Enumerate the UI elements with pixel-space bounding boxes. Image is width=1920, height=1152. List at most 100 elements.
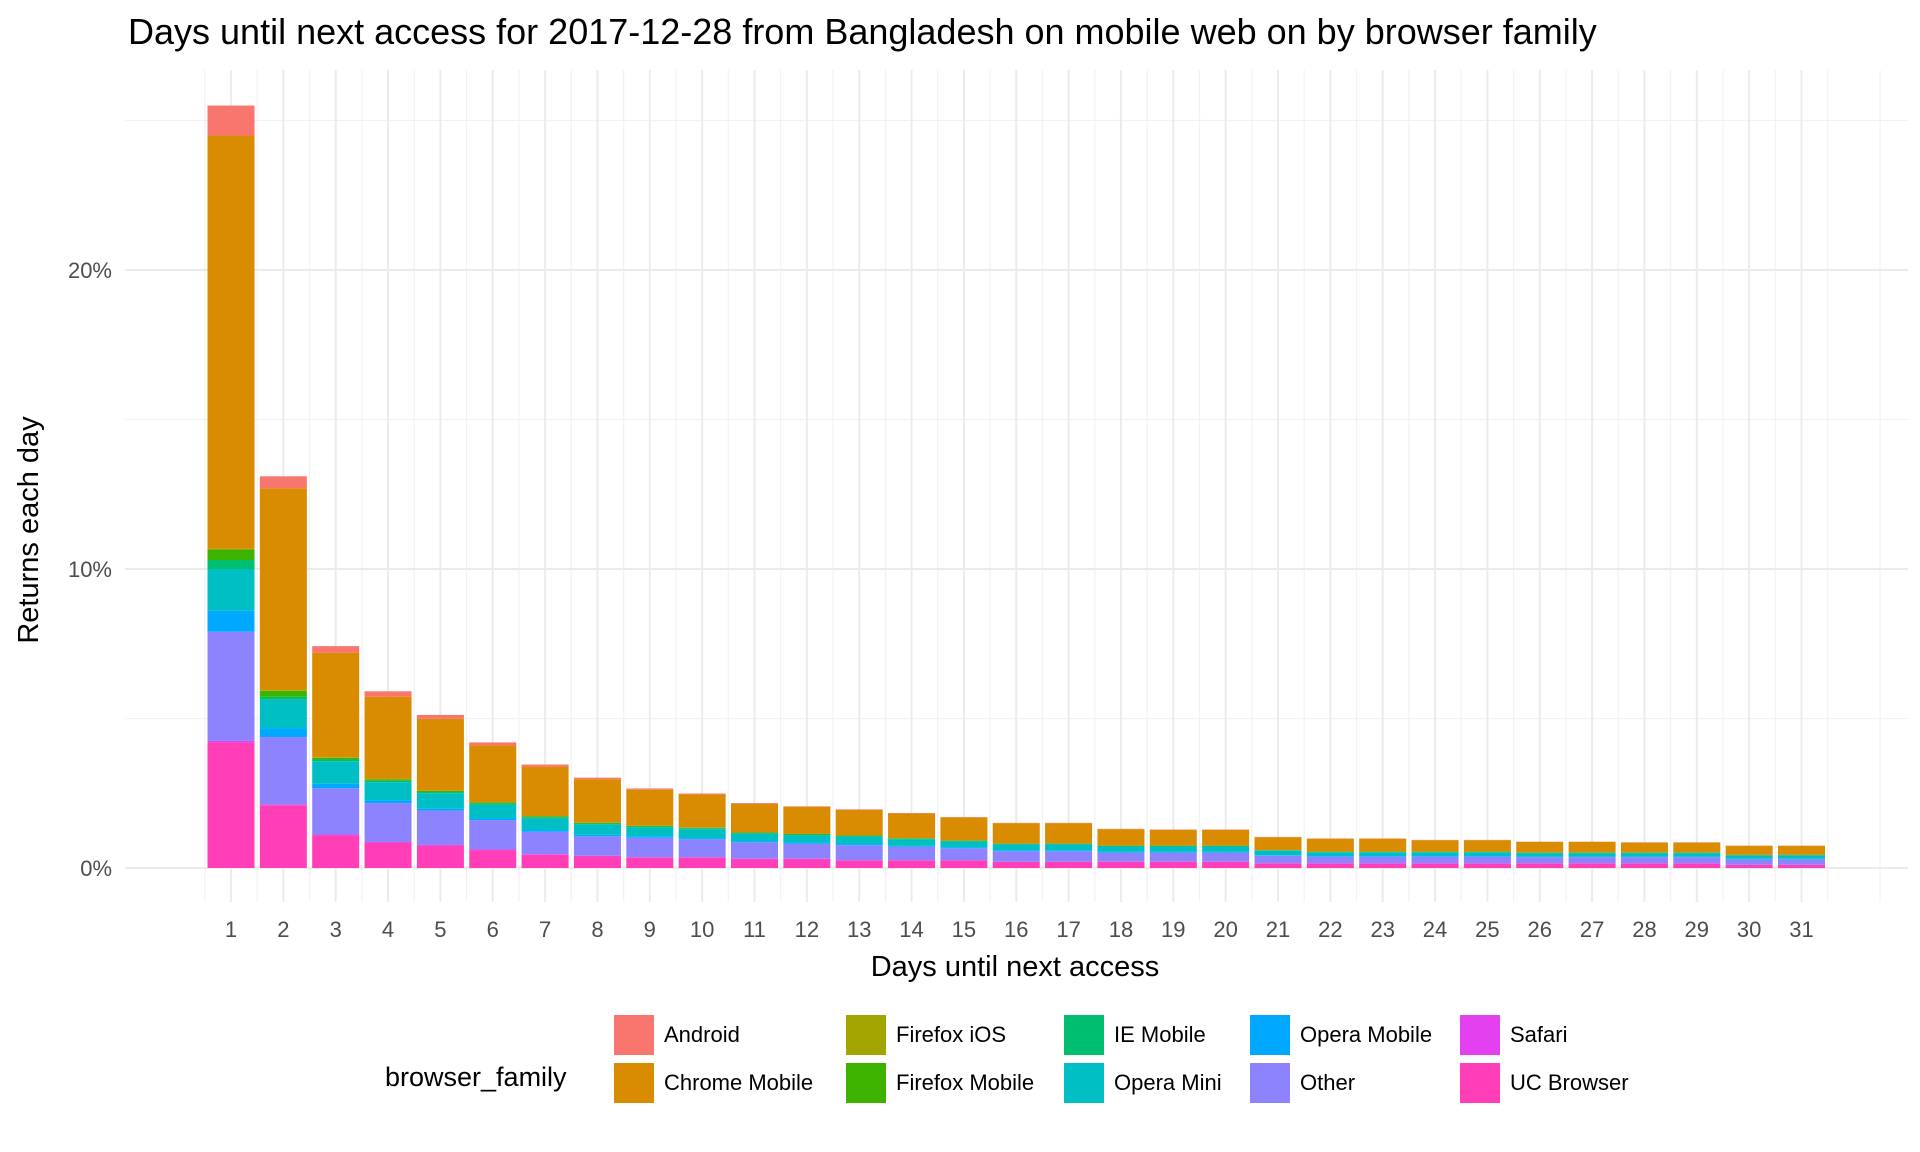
x-tick-label: 1 — [225, 917, 237, 942]
bar-segment — [259, 488, 307, 691]
legend-label: Opera Mobile — [1300, 1022, 1432, 1047]
x-tick-label: 18 — [1109, 917, 1133, 942]
bar-stack-12 — [783, 806, 831, 868]
bar-stack-28 — [1620, 842, 1668, 868]
bar-segment — [312, 788, 360, 835]
bar-segment — [940, 860, 988, 868]
bar-segment — [521, 766, 569, 816]
bar-segment — [1568, 857, 1616, 864]
bar-segment — [259, 804, 307, 806]
x-tick-label: 17 — [1056, 917, 1080, 942]
bar-segment — [783, 859, 831, 868]
bar-segment — [992, 851, 1040, 862]
legend-swatch — [1250, 1063, 1290, 1103]
bar-segment — [469, 850, 517, 868]
bar-segment — [992, 850, 1040, 852]
bar-segment — [259, 805, 307, 868]
x-tick-label: 12 — [795, 917, 819, 942]
bar-stack-29 — [1673, 842, 1721, 868]
bar-segment — [573, 834, 621, 837]
legend-title: browser_family — [385, 1062, 567, 1092]
legend-swatch — [614, 1015, 654, 1055]
bar-segment — [731, 832, 778, 834]
bar-segment — [1411, 856, 1459, 857]
x-tick-label: 15 — [952, 917, 976, 942]
bar-segment — [207, 548, 255, 550]
bar-segment — [312, 646, 360, 653]
bar-segment — [626, 837, 674, 858]
x-tick-label: 7 — [539, 917, 551, 942]
bar-segment — [573, 777, 621, 780]
x-tick-label: 27 — [1580, 917, 1604, 942]
bar-segment — [573, 856, 621, 868]
bar-segment — [573, 779, 621, 823]
bar-segment — [312, 757, 360, 760]
bar-segment — [940, 848, 988, 861]
bar-segment — [1463, 856, 1511, 864]
bar-segment — [1097, 845, 1145, 847]
bar-segment — [1516, 863, 1564, 868]
bar-segment — [1673, 863, 1721, 868]
x-tick-label: 30 — [1737, 917, 1761, 942]
bar-segment — [1568, 841, 1616, 853]
bar-segment — [1254, 863, 1302, 868]
x-tick-label: 19 — [1161, 917, 1185, 942]
bar-segment — [1254, 850, 1302, 856]
legend-item: Android — [614, 1015, 740, 1055]
legend-swatch — [1064, 1063, 1104, 1103]
bar-segment — [1202, 851, 1250, 853]
bar-segment — [1045, 823, 1093, 844]
bar-segment — [1202, 862, 1250, 868]
bar-segment — [1306, 863, 1354, 868]
bar-segment — [678, 793, 726, 795]
bar-segment — [992, 862, 1040, 868]
y-axis-title: Returns each day — [13, 416, 45, 644]
bar-stack-24 — [1411, 839, 1459, 868]
bar-stack-10 — [678, 793, 726, 868]
bar-segment — [940, 847, 988, 849]
bar-segment — [207, 135, 255, 549]
bar-segment — [1306, 856, 1354, 864]
bar-segment — [678, 838, 726, 840]
bar-segment — [1411, 852, 1459, 857]
bar-segment — [259, 699, 307, 729]
bar-segment — [1359, 856, 1407, 864]
bar-stack-21 — [1254, 836, 1302, 868]
legend-swatch — [1460, 1015, 1500, 1055]
bar-stack-6 — [469, 742, 517, 868]
bar-segment — [1516, 857, 1564, 864]
bar-segment — [521, 831, 569, 855]
bar-segment — [1516, 841, 1564, 853]
bar-segment — [1463, 863, 1511, 868]
bar-segment — [940, 817, 988, 841]
x-tick-label: 29 — [1685, 917, 1709, 942]
bar-segment — [1045, 851, 1093, 862]
bar-segment — [312, 759, 360, 762]
bar-stack-31 — [1778, 845, 1825, 868]
bar-segment — [1516, 856, 1564, 858]
legend-label: Safari — [1510, 1022, 1567, 1047]
legend-swatch — [1250, 1015, 1290, 1055]
bar-segment — [888, 845, 936, 847]
bar-segment — [259, 476, 307, 489]
bar-segment — [888, 838, 936, 839]
bar-segment — [678, 794, 726, 828]
bars — [207, 105, 1825, 868]
bar-segment — [364, 696, 412, 779]
legend-label: Android — [664, 1022, 740, 1047]
bar-segment — [1568, 853, 1616, 857]
legend-item: IE Mobile — [1064, 1015, 1206, 1055]
bar-segment — [731, 842, 778, 859]
bar-segment — [259, 728, 307, 738]
bar-segment — [888, 846, 936, 861]
bar-segment — [1045, 862, 1093, 868]
bar-segment — [731, 804, 778, 833]
bar-segment — [416, 718, 464, 791]
bar-segment — [1202, 852, 1250, 862]
bar-segment — [364, 779, 412, 781]
y-tick-label: 10% — [68, 557, 112, 582]
bar-segment — [835, 836, 883, 837]
legend-label: UC Browser — [1510, 1070, 1629, 1095]
bar-segment — [626, 857, 674, 868]
bar-segment — [1359, 863, 1407, 868]
